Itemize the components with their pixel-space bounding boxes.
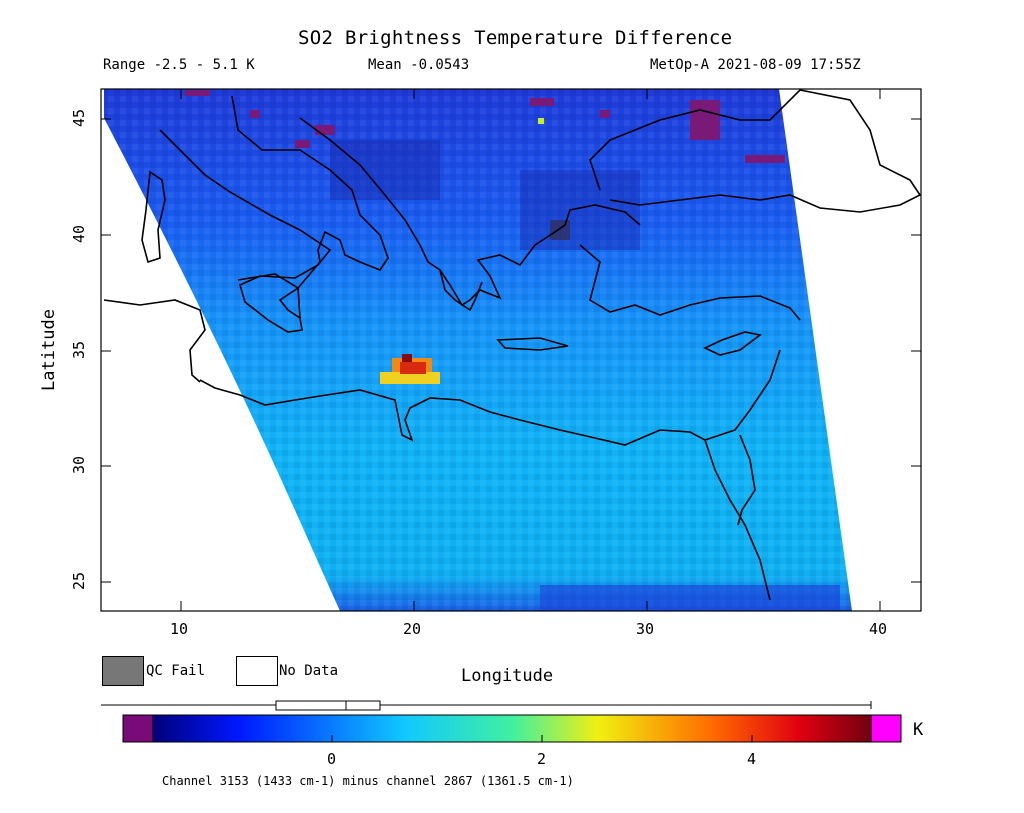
colorbar-over-swatch (870, 714, 902, 743)
qc-fail-label: QC Fail (146, 663, 206, 679)
colorbar-unit: K (913, 720, 924, 740)
colorbar-under-swatch (122, 714, 154, 743)
mean-text: Mean -0.0543 (368, 57, 470, 73)
colorbar-caption: Channel 3153 (1433 cm-1) minus channel 2… (162, 774, 574, 788)
colorbar-tick-label: 4 (747, 750, 757, 768)
colorbar-tick-label: 2 (537, 750, 547, 768)
distribution-boxplot (101, 700, 872, 711)
x-tick-label: 40 (869, 620, 888, 638)
chart-title: SO2 Brightness Temperature Difference (298, 27, 733, 49)
satellite-text: MetOp-A 2021-08-09 17:55Z (650, 57, 861, 73)
so2-hotspot (380, 354, 440, 384)
y-tick-marks (101, 118, 921, 583)
no-data-label: No Data (279, 663, 339, 679)
x-tick-label: 10 (170, 620, 189, 638)
data-swath (104, 89, 852, 611)
colorbar-ticks (331, 735, 753, 742)
plot-frame (100, 88, 922, 612)
no-data-swatch (236, 656, 278, 686)
x-tick-label: 20 (403, 620, 422, 638)
x-tick-marks (180, 89, 881, 611)
colorbar-tick-label: 0 (327, 750, 337, 768)
range-text: Range -2.5 - 5.1 K (103, 57, 255, 73)
qc-fail-swatch (102, 656, 144, 686)
colorbar-gradient (152, 714, 872, 743)
x-tick-label: 30 (636, 620, 655, 638)
coastlines (103, 89, 922, 601)
x-axis-label: Longitude (461, 666, 554, 686)
